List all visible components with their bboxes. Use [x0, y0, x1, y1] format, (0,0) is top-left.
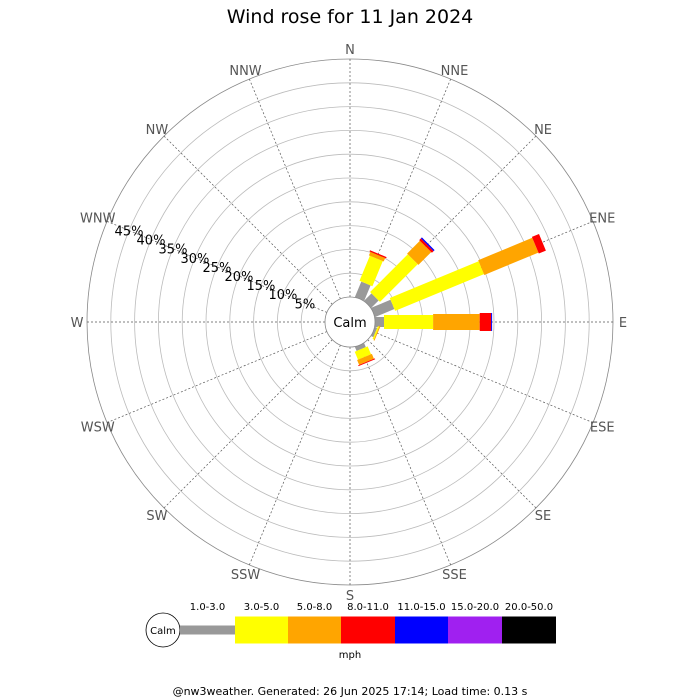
radial-tick-labels: 5%10%15%20%25%30%35%40%45%: [115, 224, 316, 312]
direction-label-ne: NE: [534, 123, 552, 138]
bar-e-3-0-5-0: [384, 315, 434, 329]
legend-label-5-0-8-0: 5.0-8.0: [297, 602, 332, 613]
bar-nne-3-0-5-0: [359, 255, 383, 287]
bar-ene-3-0-5-0: [389, 261, 484, 311]
direction-label-e: E: [619, 316, 627, 331]
bar-ene-8-0-11-0: [531, 234, 546, 254]
bar-nne-5-0-8-0: [368, 251, 386, 262]
bar-ene-5-0-8-0: [478, 237, 539, 275]
legend-swatch-8-0-11-0: [341, 616, 395, 644]
bar-nne-1-0-3-0: [354, 281, 371, 301]
radial-tick-5: 5%: [295, 297, 316, 312]
direction-label-nnw: NNW: [229, 64, 261, 79]
direction-label-wnw: WNW: [80, 212, 116, 227]
legend-calm-label: Calm: [150, 626, 176, 637]
bar-ene-1-0-3-0: [371, 299, 395, 318]
direction-labels: N NNE NE ENE E ESE SE SSE S SSW SW WSW W WNW NW NNW: [71, 43, 628, 604]
grid-ring: [181, 153, 519, 491]
legend-label-15-0-20-0: 15.0-20.0: [451, 602, 499, 613]
bar-ne-8-0-11-0: [419, 238, 434, 253]
grid-ring: [110, 82, 590, 562]
legend-label-3-0-5-0: 3.0-5.0: [244, 602, 279, 613]
radial-tick-15: 15%: [246, 279, 275, 294]
footer-text: @nw3weather. Generated: 26 Jun 2025 17:1…: [173, 685, 528, 698]
legend-label-8-0-11-0: 8.0-11.0: [347, 602, 389, 613]
bar-ne-3-0-5-0: [370, 254, 418, 302]
radial-tick-45: 45%: [115, 224, 144, 239]
radial-tick-35: 35%: [159, 243, 188, 258]
bar-e-8-0-11-0: [479, 313, 492, 331]
speed-legend: Calm 1.0-3.0 3.0-5.0 5.0-8.0 8.0-11.0 11.0-1…: [145, 602, 556, 661]
radial-tick-20: 20%: [224, 270, 253, 285]
bar-sse-1-0-3-0: [354, 343, 366, 351]
bar-ne-11-0-15-0: [420, 237, 435, 252]
grid-ring: [134, 106, 566, 538]
bar-ese-1-0-3-0: [371, 326, 378, 338]
direction-label-ene: ENE: [589, 212, 615, 227]
direction-label-ese: ESE: [590, 420, 615, 435]
radial-tick-30: 30%: [181, 252, 210, 267]
bar-ese-5-0-8-0: [373, 325, 381, 341]
grid-ring: [205, 177, 495, 467]
legend-swatch-15-0-20-0: [448, 616, 502, 644]
direction-label-s: S: [346, 589, 354, 604]
chart-title: Wind rose for 11 Jan 2024: [227, 6, 474, 28]
direction-label-n: N: [345, 43, 355, 58]
bar-e-11-0-15-0: [491, 313, 493, 331]
direction-label-sw: SW: [146, 509, 167, 524]
calm-circle: [324, 296, 376, 348]
radial-tick-25: 25%: [203, 261, 232, 276]
legend-label-20-0-50-0: 20.0-50.0: [505, 602, 553, 613]
bar-ne-5-0-8-0: [407, 240, 432, 265]
legend-label-11-0-15-0: 11.0-15.0: [397, 602, 445, 613]
legend-label-1-0-3-0: 1.0-3.0: [190, 602, 225, 613]
bar-e-1-0-3-0: [375, 317, 384, 327]
direction-label-se: SE: [535, 509, 551, 524]
radial-tick-10: 10%: [268, 288, 297, 303]
grid-ring: [157, 129, 543, 515]
wind-bars: [354, 234, 546, 367]
legend-units: mph: [339, 650, 361, 661]
legend-swatch-3-0-5-0: [235, 616, 288, 644]
bar-sse-3-0-5-0: [354, 346, 371, 360]
direction-label-w: W: [71, 316, 84, 331]
direction-label-ssw: SSW: [231, 568, 261, 583]
legend-swatch-20-0-50-0: [502, 616, 556, 644]
bar-ese-3-0-5-0: [372, 326, 380, 340]
direction-label-nne: NNE: [441, 64, 469, 79]
legend-swatch-1-0-3-0: [180, 625, 235, 635]
direction-label-wsw: WSW: [81, 420, 115, 435]
legend-swatch-5-0-8-0: [288, 616, 341, 644]
calm-label: Calm: [333, 316, 366, 331]
direction-label-sse: SSE: [442, 568, 467, 583]
bar-nne-8-0-11-0: [369, 250, 387, 259]
bar-sse-5-0-8-0: [357, 353, 374, 365]
bar-sse-8-0-11-0: [358, 358, 376, 367]
radial-tick-40: 40%: [137, 234, 166, 249]
direction-label-nw: NW: [146, 123, 169, 138]
legend-swatch-11-0-15-0: [395, 616, 448, 644]
bar-e-5-0-8-0: [433, 314, 480, 330]
